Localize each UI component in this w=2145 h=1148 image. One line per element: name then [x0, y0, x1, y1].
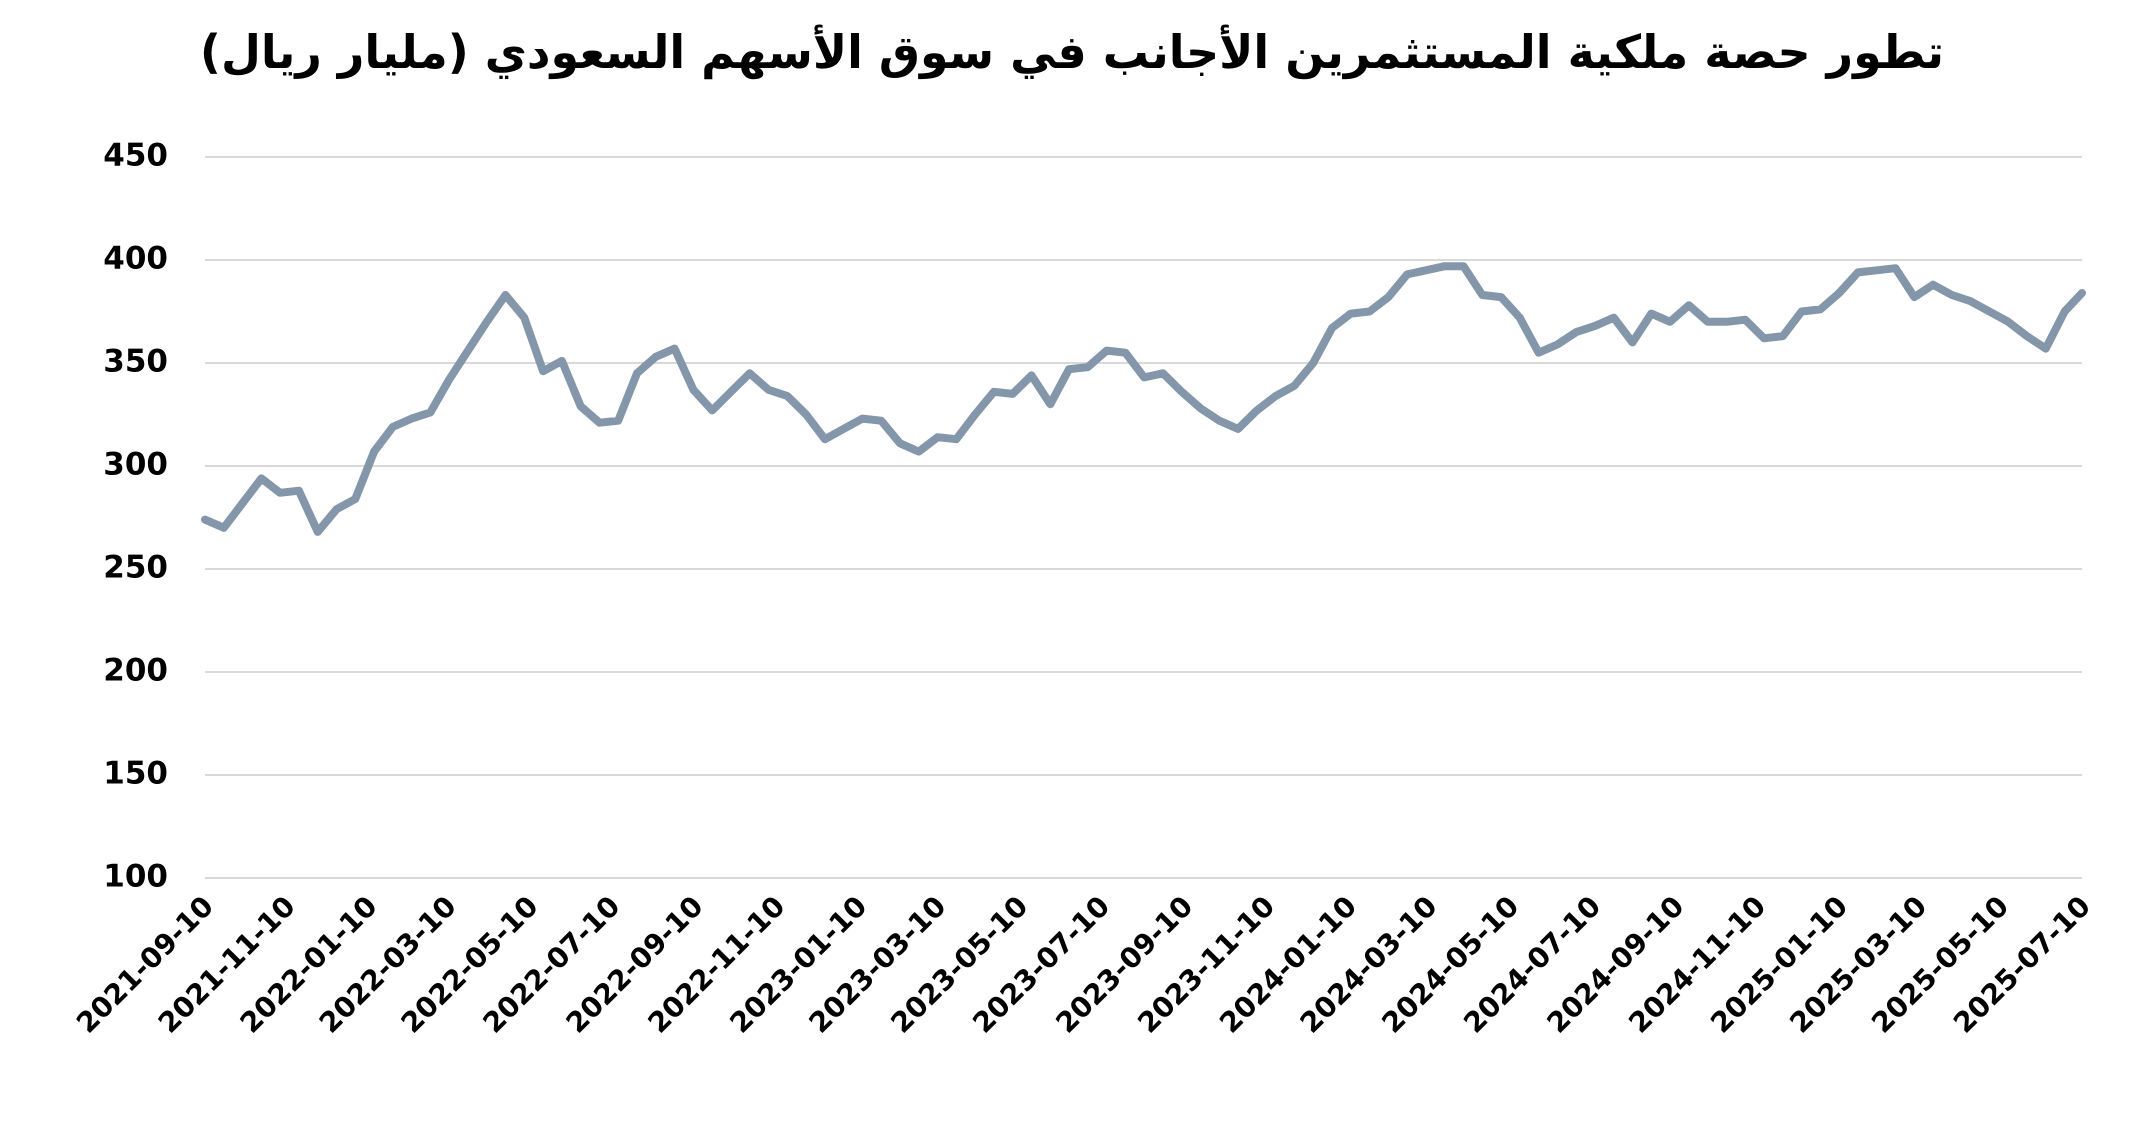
y-tick-label: 100 [103, 859, 168, 895]
chart-title: تطور حصة ملكية المستثمرين الأجانب في سوق… [200, 24, 1944, 79]
y-tick-label: 450 [103, 138, 168, 174]
y-tick-label: 400 [103, 241, 168, 277]
y-tick-label: 150 [103, 756, 168, 792]
y-tick-label: 350 [103, 344, 168, 380]
y-tick-label: 200 [103, 653, 168, 689]
y-tick-label: 250 [103, 550, 168, 586]
y-tick-label: 300 [103, 447, 168, 483]
data-line [201, 262, 2086, 536]
